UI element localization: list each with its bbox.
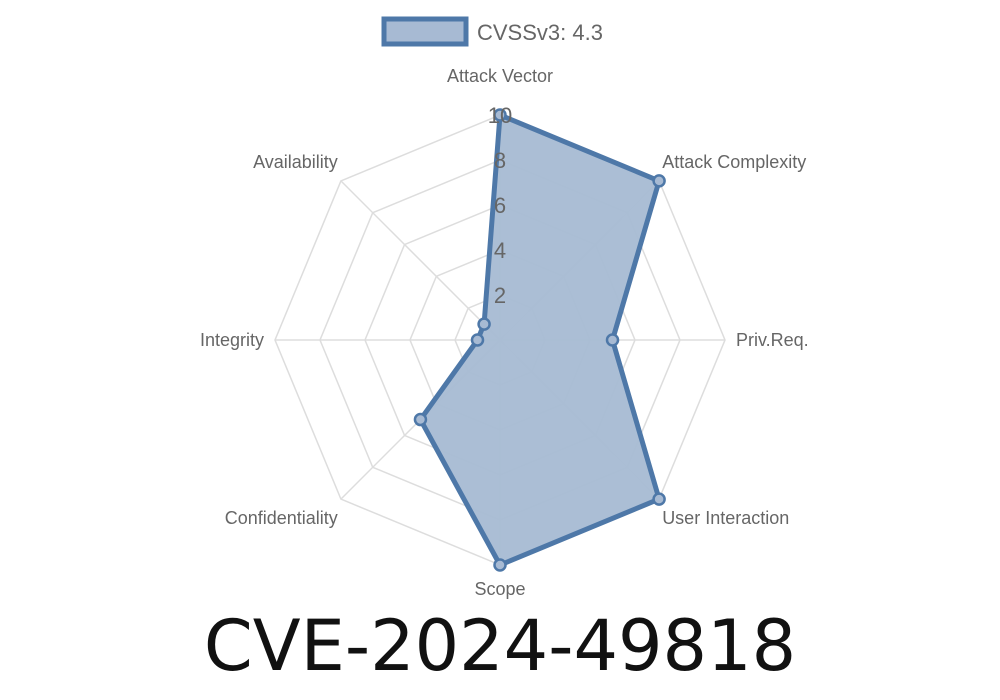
axis-label: User Interaction <box>662 508 789 528</box>
cve-title: CVE-2024-49818 <box>203 605 797 687</box>
axis-label: Attack Complexity <box>662 152 806 172</box>
tick-label: 2 <box>494 283 506 308</box>
data-point <box>652 174 666 188</box>
axis-label: Attack Vector <box>447 66 553 86</box>
tick-label: 10 <box>488 103 512 128</box>
legend-swatch <box>381 16 469 47</box>
axis-label: Integrity <box>200 330 264 350</box>
data-point <box>493 108 507 122</box>
tick-label: 6 <box>494 193 506 218</box>
data-point <box>470 333 485 347</box>
data-point <box>477 317 491 331</box>
tick-label: 4 <box>494 238 506 263</box>
axis-label: Priv.Req. <box>736 330 809 350</box>
axis-label: Confidentiality <box>225 508 338 528</box>
data-point <box>413 412 428 427</box>
legend: CVSSv3: 4.3 <box>381 16 603 47</box>
axis-label: Availability <box>253 152 338 172</box>
axis-label: Scope <box>474 579 525 599</box>
data-point <box>652 492 666 506</box>
legend-label: CVSSv3: 4.3 <box>477 20 603 45</box>
radar-chart: CVSSv3: 4.3 2 4 6 8 10 Attack Vector Attack C… <box>200 16 809 599</box>
grid-spoke <box>340 180 501 341</box>
tick-label: 8 <box>494 148 506 173</box>
data-point <box>493 558 507 572</box>
data-point <box>605 333 620 347</box>
